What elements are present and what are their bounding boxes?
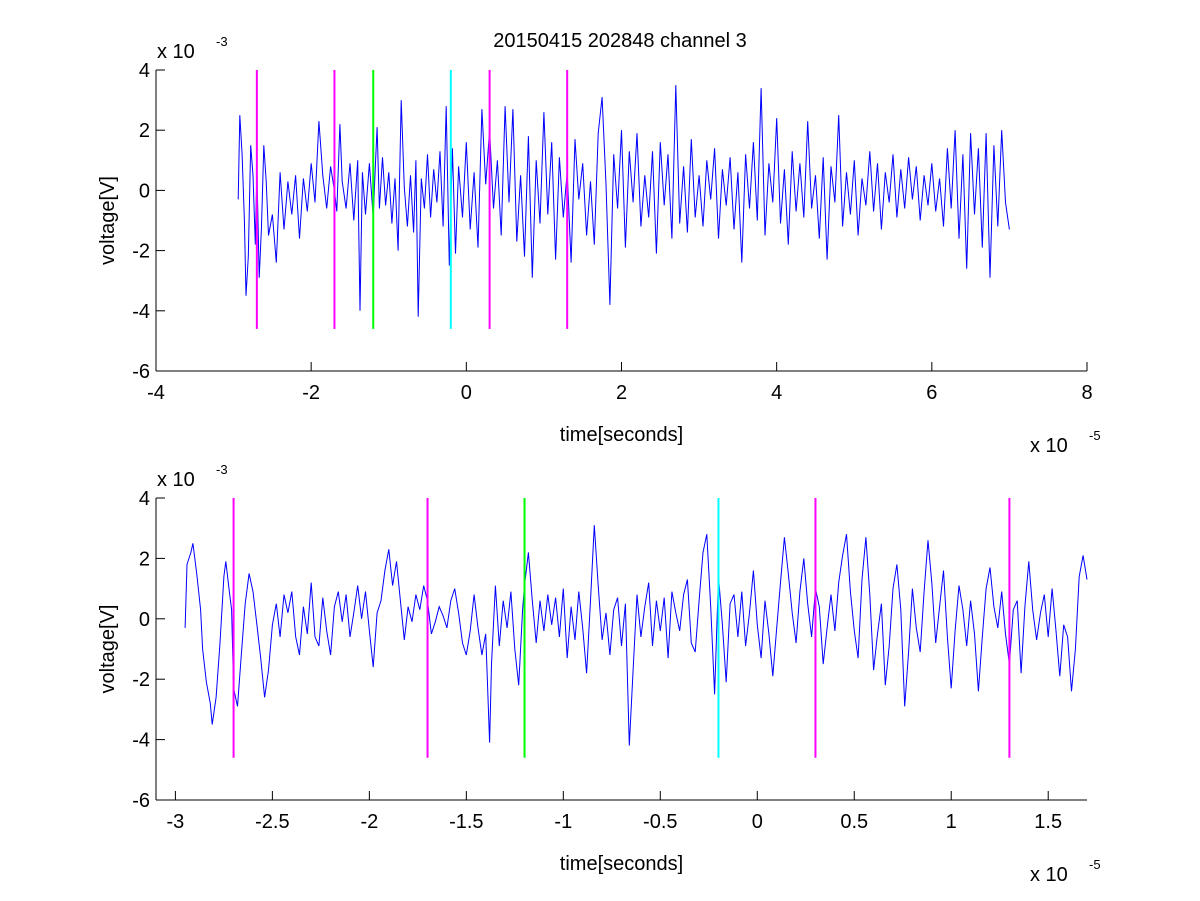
y-axis-label: voltage[V] — [97, 605, 119, 694]
y-tick-label: -4 — [132, 301, 150, 323]
chart-bottom: -3 -2.5 -2 -1.5 -1 -0.5 0 0.5 1 1.5 -6 -4 -2 0 2 4 time[… — [97, 462, 1101, 886]
x-tick-label: 1.5 — [1034, 811, 1062, 833]
x-tick-label: -4 — [147, 382, 165, 404]
x-tick-label: -2.5 — [255, 811, 289, 833]
y-tick-label: -6 — [132, 361, 150, 383]
y-tick-label: 4 — [139, 488, 150, 510]
x-exponent-label: x 10 — [1030, 864, 1068, 886]
y-exponent: -3 — [216, 34, 228, 49]
series-line — [237, 85, 1010, 317]
series-line — [184, 525, 1088, 746]
x-tick-label: 1 — [946, 811, 957, 833]
x-tick-label: 2 — [616, 382, 627, 404]
y-exponent-label: x 10 — [157, 41, 195, 63]
x-tick-label: -1.5 — [449, 811, 483, 833]
x-tick-label: 0.5 — [840, 811, 868, 833]
x-axis-label: time[seconds] — [560, 853, 683, 875]
x-exponent-label: x 10 — [1030, 435, 1068, 457]
y-tick-label: 2 — [139, 548, 150, 570]
y-tick-label: -2 — [132, 669, 150, 691]
x-tick-label: 6 — [926, 382, 937, 404]
x-tick-label: 8 — [1081, 382, 1092, 404]
y-exponent-label: x 10 — [157, 469, 195, 491]
x-tick-label: 4 — [771, 382, 782, 404]
x-tick-label: -0.5 — [643, 811, 677, 833]
y-tick-label: -2 — [132, 241, 150, 263]
x-tick-label: -1 — [554, 811, 572, 833]
y-tick-label: 4 — [139, 60, 150, 82]
x-tick-label: -2 — [360, 811, 378, 833]
y-axis-label: voltage[V] — [97, 176, 119, 265]
x-axis-label: time[seconds] — [560, 424, 683, 446]
y-exponent: -3 — [216, 462, 228, 477]
y-tick-label: 0 — [139, 180, 150, 202]
y-tick-label: 0 — [139, 609, 150, 631]
y-tick-label: -6 — [132, 790, 150, 812]
x-tick-label: 0 — [461, 382, 472, 404]
x-exponent: -5 — [1089, 428, 1101, 443]
x-exponent: -5 — [1089, 857, 1101, 872]
chart-top: -4 -2 0 2 4 6 8-6-4-2024time[seconds]voltage[V… — [97, 34, 1101, 457]
x-tick-label: -2 — [302, 382, 320, 404]
figure-title: 20150415 202848 channel 3 — [493, 30, 747, 52]
x-tick-label: -3 — [166, 811, 184, 833]
y-tick-label: -4 — [132, 730, 150, 752]
x-tick-label: 0 — [752, 811, 763, 833]
y-tick-label: 2 — [139, 120, 150, 142]
